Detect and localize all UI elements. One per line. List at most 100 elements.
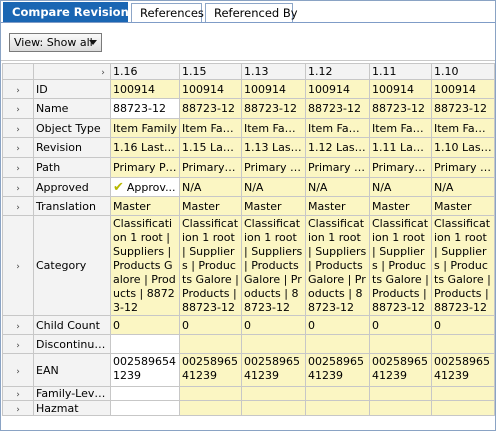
value-cell[interactable]: 100914 (369, 79, 432, 99)
value-cell[interactable] (431, 386, 495, 401)
value-cell[interactable]: 0025896541239 (305, 353, 370, 387)
value-cell[interactable]: 100914 (305, 79, 370, 99)
value-cell[interactable]: 1.10 Last ... (431, 137, 495, 158)
chevron-right-icon[interactable]: › (16, 183, 20, 194)
value-cell[interactable]: Primary Pr... (431, 157, 495, 178)
value-cell[interactable]: Item Family (179, 118, 242, 138)
row-expander[interactable]: › (2, 118, 34, 138)
value-cell[interactable]: Primary Pr... (369, 157, 432, 178)
value-cell[interactable]: 0025896541239 (431, 353, 495, 387)
value-cell[interactable] (241, 400, 306, 416)
value-cell[interactable] (110, 386, 180, 401)
value-cell[interactable]: Classification 1 root | Suppliers | Prod… (369, 215, 432, 316)
value-cell[interactable]: 0025896541239 (369, 353, 432, 387)
value-cell[interactable]: Item Family (241, 118, 306, 138)
value-cell[interactable]: Classification 1 root | Suppliers | Prod… (179, 215, 242, 316)
value-cell[interactable]: 88723-12 (179, 98, 242, 119)
value-cell[interactable] (305, 386, 370, 401)
value-cell[interactable]: Master (110, 196, 180, 216)
revision-column-header[interactable]: 1.15 (179, 63, 242, 80)
value-cell[interactable]: 0025896541239 (110, 353, 180, 387)
value-cell[interactable]: 100914 (110, 79, 180, 99)
value-cell[interactable]: 88723-12 (241, 98, 306, 119)
value-cell[interactable]: N/A (369, 177, 432, 197)
value-cell[interactable]: 0 (241, 315, 306, 335)
value-cell[interactable]: 88723-12 (110, 98, 180, 119)
row-expander[interactable]: › (2, 386, 34, 401)
chevron-right-icon[interactable]: › (16, 202, 20, 213)
tab-referenced-by[interactable]: Referenced By (205, 3, 298, 22)
value-cell[interactable]: 0 (431, 315, 495, 335)
row-expander[interactable]: › (2, 353, 34, 387)
value-cell[interactable]: Primary Pr... (179, 157, 242, 178)
chevron-right-icon[interactable]: › (16, 85, 20, 96)
row-expander[interactable]: › (2, 215, 34, 316)
value-cell[interactable]: N/A (241, 177, 306, 197)
chevron-right-icon[interactable]: › (16, 105, 20, 115)
value-cell[interactable]: Item Family (110, 118, 180, 138)
value-cell[interactable]: Primary Pr... (241, 157, 306, 178)
value-cell[interactable]: N/A (179, 177, 242, 197)
value-cell[interactable]: 1.12 Last ... (305, 137, 370, 158)
value-cell[interactable]: 100914 (241, 79, 306, 99)
row-expander[interactable]: › (2, 334, 34, 354)
chevron-right-icon[interactable]: › (16, 321, 20, 332)
value-cell[interactable]: 100914 (431, 79, 495, 99)
view-dropdown[interactable]: View: Show all (9, 33, 102, 52)
value-cell[interactable]: 0 (305, 315, 370, 335)
chevron-right-icon[interactable]: › (101, 68, 105, 78)
value-cell[interactable]: Classification 1 root | Suppliers | Prod… (110, 215, 180, 316)
revision-column-header[interactable]: 1.13 (241, 63, 306, 80)
value-cell[interactable] (241, 334, 306, 354)
value-cell[interactable]: Master (369, 196, 432, 216)
value-cell[interactable]: 0 (110, 315, 180, 335)
chevron-right-icon[interactable]: › (16, 144, 20, 154)
value-cell[interactable]: ✔ Approv... (110, 177, 180, 197)
row-expander[interactable]: › (2, 157, 34, 178)
chevron-right-icon[interactable]: › (16, 340, 20, 351)
value-cell[interactable] (179, 386, 242, 401)
revision-column-header[interactable]: 1.11 (369, 63, 432, 80)
value-cell[interactable]: Master (179, 196, 242, 216)
chevron-right-icon[interactable]: › (16, 262, 20, 272)
row-expander[interactable]: › (2, 177, 34, 197)
value-cell[interactable]: 88723-12 (305, 98, 370, 119)
value-cell[interactable] (431, 400, 495, 416)
value-cell[interactable]: Primary Pr... (305, 157, 370, 178)
value-cell[interactable]: 1.11 Last ... (369, 137, 432, 158)
revision-column-header[interactable]: 1.16 (110, 63, 180, 80)
value-cell[interactable] (305, 400, 370, 416)
value-cell[interactable]: Master (241, 196, 306, 216)
value-cell[interactable] (179, 334, 242, 354)
chevron-right-icon[interactable]: › (16, 404, 20, 415)
value-cell[interactable]: 0 (179, 315, 242, 335)
value-cell[interactable] (110, 334, 180, 354)
value-cell[interactable]: 88723-12 (369, 98, 432, 119)
value-cell[interactable]: Master (305, 196, 370, 216)
row-expander[interactable]: › (2, 400, 34, 416)
value-cell[interactable] (369, 400, 432, 416)
value-cell[interactable]: 88723-12 (431, 98, 495, 119)
value-cell[interactable] (110, 400, 180, 416)
value-cell[interactable]: Item Family (431, 118, 495, 138)
value-cell[interactable]: Item Family (305, 118, 370, 138)
row-expander[interactable]: › (2, 196, 34, 216)
chevron-right-icon[interactable]: › (16, 124, 20, 135)
value-cell[interactable]: N/A (305, 177, 370, 197)
value-cell[interactable]: N/A (431, 177, 495, 197)
value-cell[interactable]: 1.15 Last ... (179, 137, 242, 158)
value-cell[interactable]: 0025896541239 (241, 353, 306, 387)
tab-compare-revisions[interactable]: Compare Revisions (3, 2, 136, 23)
value-cell[interactable]: Master (431, 196, 495, 216)
value-cell[interactable] (431, 334, 495, 354)
value-cell[interactable] (369, 334, 432, 354)
value-cell[interactable] (305, 334, 370, 354)
value-cell[interactable]: Classification 1 root | Suppliers | Prod… (241, 215, 306, 316)
value-cell[interactable]: Item Family (369, 118, 432, 138)
tab-references[interactable]: References (131, 3, 204, 22)
value-cell[interactable]: 0025896541239 (179, 353, 242, 387)
value-cell[interactable]: 100914 (179, 79, 242, 99)
row-expander[interactable]: › (2, 79, 34, 99)
chevron-right-icon[interactable]: › (16, 366, 20, 377)
value-cell[interactable]: Classification 1 root | Suppliers | Prod… (431, 215, 495, 316)
